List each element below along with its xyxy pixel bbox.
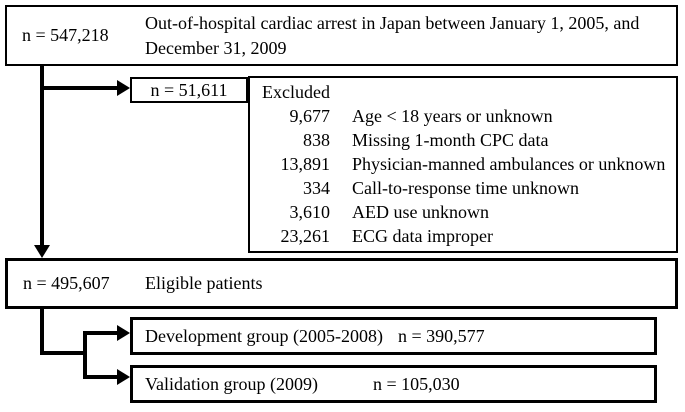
arrowhead-to-eligible-icon — [34, 245, 50, 258]
excluded-row: 13,891 Physician-manned ambulances or un… — [262, 152, 670, 176]
arrowhead-to-excluded-icon — [117, 80, 130, 96]
connector-eligible-down — [40, 309, 44, 355]
excluded-row: 9,677 Age < 18 years or unknown — [262, 104, 670, 128]
excluded-count: 3,610 — [289, 202, 331, 222]
total-cohort-box: n = 547,218 Out-of-hospital cardiac arre… — [5, 5, 678, 66]
arrowhead-to-validation-icon — [117, 369, 130, 385]
excluded-reason: Age < 18 years or unknown — [352, 106, 553, 126]
connector-to-development — [87, 331, 118, 335]
connector-split-vertical — [83, 331, 87, 379]
validation-group-n: n = 105,030 — [373, 373, 460, 394]
validation-group-label: Validation group (2009) — [145, 373, 318, 394]
excluded-count: 838 — [303, 130, 330, 150]
excluded-count: 334 — [303, 178, 330, 198]
development-group-n: n = 390,577 — [398, 325, 485, 346]
excluded-row: 3,610 AED use unknown — [262, 200, 670, 224]
excluded-count: 23,261 — [280, 226, 331, 246]
excluded-reason: Physician-manned ambulances or unknown — [352, 154, 666, 174]
total-cohort-description: Out-of-hospital cardiac arrest in Japan … — [145, 12, 640, 58]
excluded-row: 838 Missing 1-month CPC data — [262, 128, 670, 152]
excluded-title: Excluded — [262, 82, 330, 102]
eligible-n: n = 495,607 — [23, 273, 110, 293]
development-group-label: Development group (2005-2008) — [145, 325, 383, 346]
excluded-count: 13,891 — [280, 154, 331, 174]
development-group-box: Development group (2005-2008) n = 390,57… — [130, 317, 657, 355]
connector-eligible-elbow — [40, 351, 87, 355]
arrowhead-to-development-icon — [117, 325, 130, 341]
excluded-row: 23,261 ECG data improper — [262, 224, 670, 248]
excluded-count: 9,677 — [289, 106, 331, 126]
excluded-reason: AED use unknown — [352, 202, 489, 222]
excluded-reason: ECG data improper — [352, 226, 493, 246]
validation-group-box: Validation group (2009) n = 105,030 — [130, 365, 657, 403]
excluded-row: 334 Call-to-response time unknown — [262, 176, 670, 200]
connector-to-validation — [87, 375, 118, 379]
excluded-reason: Missing 1-month CPC data — [352, 130, 549, 150]
excluded-n-box: n = 51,611 — [130, 77, 248, 103]
excluded-reason: Call-to-response time unknown — [352, 178, 579, 198]
connector-branch-to-excluded — [44, 86, 118, 90]
connector-top-to-eligible — [40, 66, 44, 246]
eligible-patients-box: n = 495,607 Eligible patients — [5, 258, 678, 309]
total-cohort-n: n = 547,218 — [22, 25, 109, 45]
excluded-n: n = 51,611 — [150, 79, 228, 100]
excluded-reasons-box: Excluded 9,677 Age < 18 years or unknown… — [248, 76, 678, 253]
eligible-description: Eligible patients — [145, 273, 263, 293]
